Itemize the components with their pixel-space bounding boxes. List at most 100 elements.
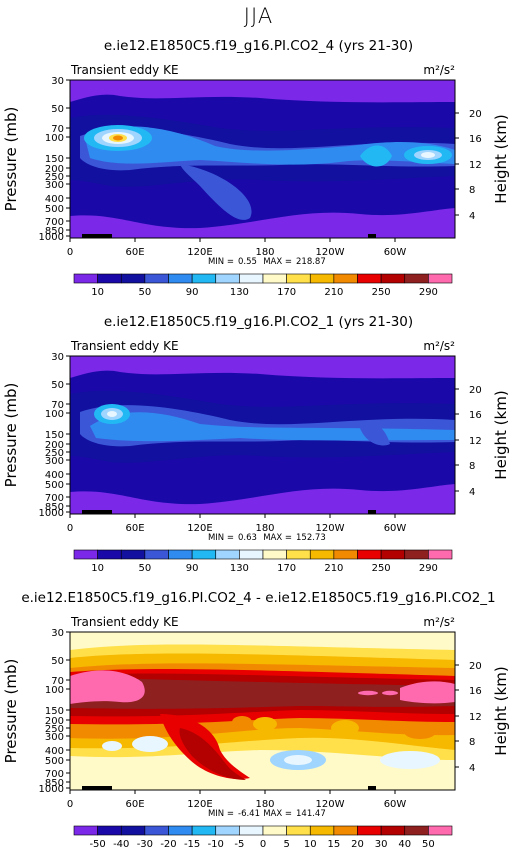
colorbar-box — [191, 273, 217, 284]
pressure-axis-label: Pressure (mb) — [2, 659, 20, 764]
colorbar-label: 15 — [328, 839, 341, 850]
y-tick-label: 150 — [45, 706, 64, 717]
colorbar-box — [286, 825, 311, 836]
y-tick-label: 850 — [45, 778, 64, 789]
height-tick-label: 8 — [469, 185, 475, 196]
contour-panel-3: Transient eddy KE m²/s²305070100150200250… — [2, 615, 510, 850]
contour-region — [232, 716, 252, 728]
colorbar-label: 170 — [277, 287, 296, 298]
colorbar-label: 50 — [422, 839, 435, 850]
y-tick-label: 200 — [45, 164, 64, 175]
y-tick-label: 400 — [45, 470, 64, 481]
colorbar-box — [262, 273, 287, 284]
colorbar-label: 20 — [351, 839, 364, 850]
colorbar-box — [144, 825, 169, 836]
contour-region — [360, 424, 390, 446]
colorbar-label: 250 — [372, 287, 391, 298]
colorbar-box — [286, 549, 311, 560]
colorbar-box — [168, 273, 193, 284]
colorbar-label: 250 — [372, 563, 391, 574]
units-label: m²/s² — [423, 339, 455, 353]
colorbar-box — [97, 549, 122, 560]
contour-region — [404, 725, 436, 739]
contour-region — [382, 690, 398, 696]
x-tick-label: 180 — [255, 523, 274, 534]
height-tick-label: 12 — [469, 160, 482, 171]
y-tick-label: 400 — [45, 194, 64, 205]
contour-field — [70, 80, 455, 238]
contour-region — [358, 690, 378, 696]
contour-field — [70, 356, 455, 514]
colorbar-label: 50 — [139, 287, 152, 298]
y-tick-label: 70 — [51, 400, 64, 411]
y-tick-label: 1000 — [39, 232, 64, 243]
y-tick-label: 250 — [45, 724, 64, 735]
y-tick-label: 150 — [45, 154, 64, 165]
season-title: JJA — [243, 4, 274, 28]
height-tick-label: 8 — [469, 461, 475, 472]
x-tick-label: 120E — [187, 523, 212, 534]
colorbar-box — [428, 273, 453, 284]
colorbar-label: 210 — [324, 287, 343, 298]
plot-frame — [69, 79, 456, 239]
colorbar-box — [428, 825, 453, 836]
colorbar-box — [168, 825, 193, 836]
colorbar-box — [262, 549, 287, 560]
y-tick-label: 50 — [51, 380, 64, 391]
y-tick-label: 400 — [45, 746, 64, 757]
y-tick-label: 300 — [45, 732, 64, 743]
contour-region — [70, 80, 455, 103]
colorbar-box — [357, 549, 382, 560]
colorbar-label: -10 — [208, 839, 224, 850]
y-tick-label: 300 — [45, 456, 64, 467]
x-tick-label: 120W — [316, 247, 345, 258]
x-tick-label: 120E — [187, 799, 212, 810]
colorbar-box — [191, 825, 217, 836]
colorbar-label: 10 — [91, 563, 104, 574]
height-axis-label: Height (km) — [492, 666, 510, 755]
colorbar-box — [215, 273, 240, 284]
colorbar-box — [309, 825, 335, 836]
colorbar-box — [404, 825, 429, 836]
colorbar-box — [120, 825, 146, 836]
min-value: 0.55 — [238, 257, 257, 267]
contour-region — [400, 681, 455, 704]
y-tick-label: 1000 — [39, 508, 64, 519]
y-tick-label: 50 — [51, 656, 64, 667]
x-tick-label: 180 — [255, 799, 274, 810]
x-tick-label: 0 — [67, 247, 73, 258]
y-tick-label: 250 — [45, 448, 64, 459]
y-tick-label: 70 — [51, 124, 64, 135]
contour-region — [180, 164, 252, 220]
colorbar-box — [97, 273, 122, 284]
pressure-axis-label: Pressure (mb) — [2, 107, 20, 212]
y-tick-label: 300 — [45, 180, 64, 191]
min-value: -6.41 — [238, 809, 260, 819]
y-tick-label: 700 — [45, 769, 64, 780]
contour-panel-2: Transient eddy KE m²/s²305070100150200250… — [2, 339, 510, 574]
colorbar-box — [120, 273, 146, 284]
max-value: 141.47 — [296, 809, 326, 819]
colorbar-label: 130 — [230, 563, 249, 574]
colorbar-label: -30 — [137, 839, 153, 850]
colorbar-label: -5 — [234, 839, 244, 850]
colorbar-label: 50 — [139, 563, 152, 574]
contour-region — [70, 208, 455, 238]
colorbar-box — [357, 273, 382, 284]
topography-mask — [368, 234, 376, 238]
colorbar-label: 90 — [186, 563, 199, 574]
x-tick-label: 60E — [125, 247, 144, 258]
height-tick-label: 4 — [469, 211, 475, 222]
height-tick-label: 16 — [469, 134, 482, 145]
colorbar-box — [239, 549, 264, 560]
y-tick-label: 250 — [45, 172, 64, 183]
colorbar-box — [380, 549, 406, 560]
colorbar-box — [239, 273, 264, 284]
colorbar-label: 5 — [283, 839, 289, 850]
contour-field — [70, 632, 455, 790]
colorbar-box — [333, 825, 358, 836]
contour-region — [380, 751, 440, 769]
y-tick-label: 500 — [45, 756, 64, 767]
colorbar-box — [262, 825, 287, 836]
contour-region — [284, 755, 312, 765]
